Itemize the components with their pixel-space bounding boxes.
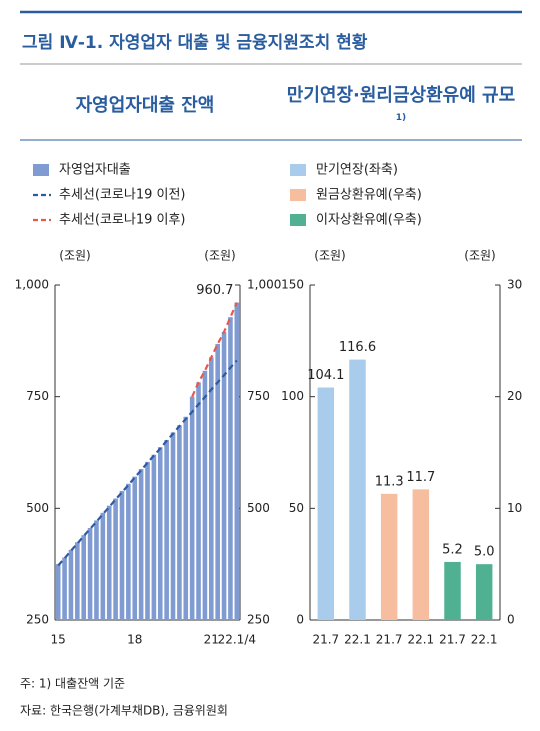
x-tick-label: 15 [51,633,66,647]
bar [412,489,430,620]
value-label: 11.7 [406,470,435,485]
bar [157,447,163,620]
y2-unit: (조원) [464,249,495,263]
y2-tick-label: 20 [507,389,522,403]
x-tick-label: 22.1 [471,633,498,647]
x-tick-label: 22.1/4 [218,633,256,647]
y-tick-label: 100 [281,389,304,403]
bar [475,564,493,620]
title-note: 1) [395,113,407,123]
value-label: 5.0 [474,545,495,560]
legend-label: 이자상환유예(우축) [316,213,422,228]
legend-marker [290,164,306,176]
bar [81,535,87,620]
x-tick-label: 21.7 [312,633,339,647]
bar [215,343,220,620]
legend-label: 자영업자대출 [59,163,131,178]
y2-tick-label: 0 [507,613,515,627]
value-label: 960.7 [196,283,233,298]
bar [164,439,169,620]
y2-tick-label: 250 [247,613,270,627]
y2-tick-label: 1,000 [247,278,281,292]
bar [75,542,80,620]
y2-tick-label: 750 [247,389,270,403]
x-tick-label: 22.1 [344,633,371,647]
value-label: 11.3 [375,474,404,489]
chart-title: 만기연장·원리금상환유예 규모 1) [285,84,517,133]
bar [55,564,61,620]
y2-tick-label: 10 [507,501,522,515]
y-tick-label: 150 [281,278,304,292]
bar [87,527,93,620]
y-unit: (조원) [59,249,90,263]
bar [234,302,240,620]
bar [113,498,118,620]
bar [349,359,366,620]
y-unit: (조원) [314,249,345,263]
bar [228,317,233,620]
legend-label: 추세선(코로나19 이전) [59,188,186,203]
y2-tick-label: 30 [507,278,522,292]
bar [183,416,189,620]
y-tick-label: 250 [26,613,49,627]
x-tick-label: 22.1 [407,633,434,647]
legend-label: 추세선(코로나19 이후) [59,213,186,228]
x-tick-label: 21 [204,633,219,647]
bar [106,505,112,620]
bar [119,490,125,620]
bar [170,432,176,620]
bar [145,461,150,620]
bar [94,520,99,620]
bar [221,331,227,620]
bar [444,561,461,620]
y-tick-label: 50 [289,501,304,515]
legend-marker [290,214,306,226]
bar [317,387,335,620]
x-tick-label: 21.7 [439,633,466,647]
y2-unit: (조원) [204,249,235,263]
value-label: 116.6 [339,340,376,355]
bar [138,469,144,620]
bar [100,512,106,620]
figure-title: 그림 Ⅳ-1. 자영업자 대출 및 금융지원조치 현황 [22,33,368,53]
trend-line [191,302,238,398]
source: 자료: 한국은행(가계부채DB), 금융위원회 [20,703,228,718]
y-tick-label: 500 [26,501,49,515]
y-tick-label: 1,000 [15,278,49,292]
bar [126,483,131,620]
legend-label: 원금상환유예(우축) [316,188,422,203]
x-tick-label: 21.7 [376,633,403,647]
bar [208,357,214,620]
legend-label: 만기연장(좌축) [316,163,398,178]
x-tick-label: 18 [127,633,142,647]
trend-line [57,359,238,567]
bar [202,370,208,620]
bar [177,425,182,620]
bar [62,557,67,620]
bar [132,476,138,620]
legend-marker [33,164,49,176]
y-tick-label: 0 [296,613,304,627]
bar [380,493,398,620]
bar [68,549,74,620]
bar [189,396,195,620]
value-label: 104.1 [307,368,344,383]
legend-marker [290,189,306,201]
y2-tick-label: 500 [247,501,270,515]
note: 주: 1) 대출잔액 기준 [20,677,125,691]
bar [196,382,201,620]
chart-title: 자영업자대출 잔액 [76,95,215,116]
y-tick-label: 750 [26,389,49,403]
bar [151,454,157,620]
chart-title-text: 만기연장·원리금상환유예 규모 [286,85,516,106]
value-label: 5.2 [442,542,463,557]
